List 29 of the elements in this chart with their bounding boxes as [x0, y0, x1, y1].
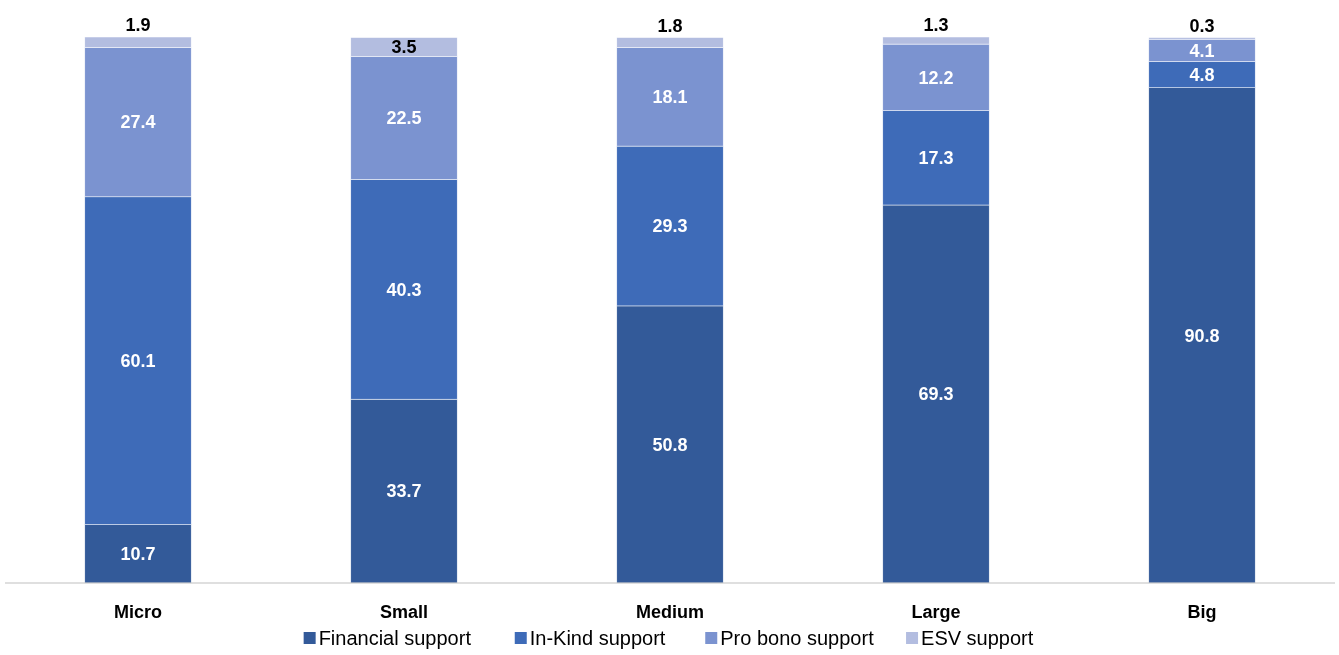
data-label: 1.9: [125, 15, 151, 36]
data-label: 69.3: [918, 384, 954, 405]
x-tick-label: Medium: [635, 602, 705, 623]
data-label: 22.5: [386, 108, 422, 129]
data-label: 4.1: [1189, 40, 1215, 61]
data-label: 0.3: [1189, 15, 1215, 36]
legend-label: ESV support: [921, 627, 1034, 649]
data-label: 3.5: [391, 37, 417, 58]
data-label: 90.8: [1184, 325, 1220, 346]
data-label: 17.3: [918, 148, 954, 169]
data-label: 33.7: [386, 481, 422, 502]
data-label: 10.7: [120, 544, 156, 565]
legend-label: Financial support: [318, 627, 472, 649]
data-label: 1.3: [923, 15, 949, 36]
legend-label: In-Kind support: [529, 627, 666, 649]
data-label: 18.1: [652, 87, 688, 108]
data-label: 29.3: [652, 216, 688, 237]
legend-label: Pro bono support: [720, 627, 875, 649]
data-label: 1.8: [657, 15, 683, 36]
x-tick-label: Small: [379, 602, 429, 623]
data-label: 27.4: [120, 112, 156, 133]
x-tick-label: Micro: [113, 602, 163, 623]
data-label: 60.1: [120, 351, 156, 372]
x-tick-label: Large: [911, 602, 961, 623]
data-label: 12.2: [918, 67, 954, 88]
x-tick-label: Big: [1187, 602, 1217, 623]
data-label: 50.8: [652, 434, 688, 455]
data-label: 40.3: [386, 279, 422, 300]
data-label: 4.8: [1189, 64, 1215, 85]
